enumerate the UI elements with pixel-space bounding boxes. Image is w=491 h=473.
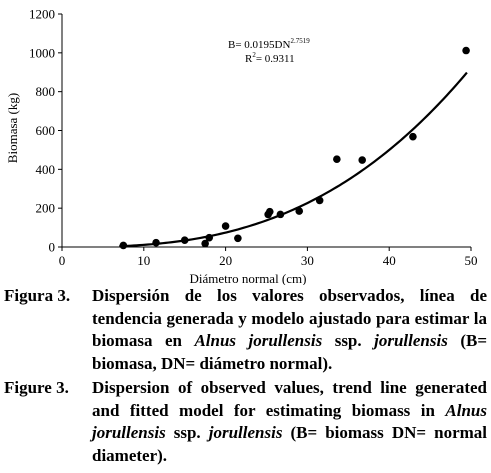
caption-es-species: Alnus jorullensis [194,331,323,350]
caption-es-text1: Dispersión de los valores observados, lí… [92,286,487,350]
caption-en-text2: ssp. [165,423,209,442]
data-point [462,46,470,55]
y-tick-label: 600 [36,123,56,138]
caption-spanish: Figura 3. Dispersión de los valores obse… [4,285,487,375]
equation-label: B= 0.0195DN2.7519 [228,37,310,51]
caption-en-text3: (B= biomass DN= normal diameter). [92,423,487,465]
caption-en-head: Figure 3. [4,378,69,397]
y-tick-label: 800 [36,84,56,99]
x-tick-label: 20 [219,253,232,268]
caption-en-text1: Dispersion of observed values, trend lin… [92,378,487,420]
data-point [152,238,160,247]
scatter-chart: 0 10 20 30 40 50 0 200 400 600 800 1000 1200 B= 0.01… [5,7,478,286]
data-point [119,241,128,250]
r2-value: = 0.9311 [256,53,295,65]
data-point [205,233,214,242]
r2-sup: 2 [252,51,256,59]
y-tick-label: 1000 [29,45,55,60]
data-point [295,207,304,215]
data-points [119,46,470,250]
data-point [265,207,274,216]
x-tick-label: 40 [383,253,396,268]
y-tick-label: 1200 [29,7,55,22]
x-tick-label: 0 [59,253,66,268]
data-point [201,239,209,248]
data-point [234,234,242,243]
equation-exponent: 2.7519 [290,37,310,45]
y-tick-label: 200 [36,201,56,216]
data-point [315,196,324,205]
data-point [221,222,230,230]
chart-ticks: 0 10 20 30 40 50 0 200 400 600 800 1000 1200 [29,7,478,269]
data-point [333,155,341,164]
caption-es-body: Dispersión de los valores observados, lí… [92,285,487,375]
r-squared-label: R2= 0.9311 [245,51,295,65]
data-point [276,210,285,219]
x-tick-label: 30 [301,253,314,268]
trend-line [119,71,468,248]
equation-prefix: B= 0.0195DN [228,39,290,51]
caption-es-subspecies: jorullensis [374,331,448,350]
caption-en-subspecies: jorullensis [208,423,283,442]
x-axis-label: Diámetro normal (cm) [190,271,307,285]
caption-english: Figure 3. Dispersion of observed values,… [4,377,487,467]
x-tick-label: 10 [137,253,150,268]
caption-es-head: Figura 3. [4,286,71,305]
r2-prefix: R [245,53,253,65]
caption-en-species: Alnus jorullensis [92,400,487,443]
y-tick-label: 400 [36,162,56,177]
y-tick-label: 0 [49,240,56,255]
x-tick-label: 50 [465,253,478,268]
y-axis-label: Biomasa (kg) [5,93,20,163]
data-point [409,132,417,141]
data-point [358,156,367,164]
caption-en-body: Dispersion of observed values, trend lin… [92,377,487,467]
data-point [180,236,189,245]
caption-es-text2: ssp. [322,331,375,350]
caption-es-text3: (B= biomasa, DN= diámetro normal). [92,331,488,373]
